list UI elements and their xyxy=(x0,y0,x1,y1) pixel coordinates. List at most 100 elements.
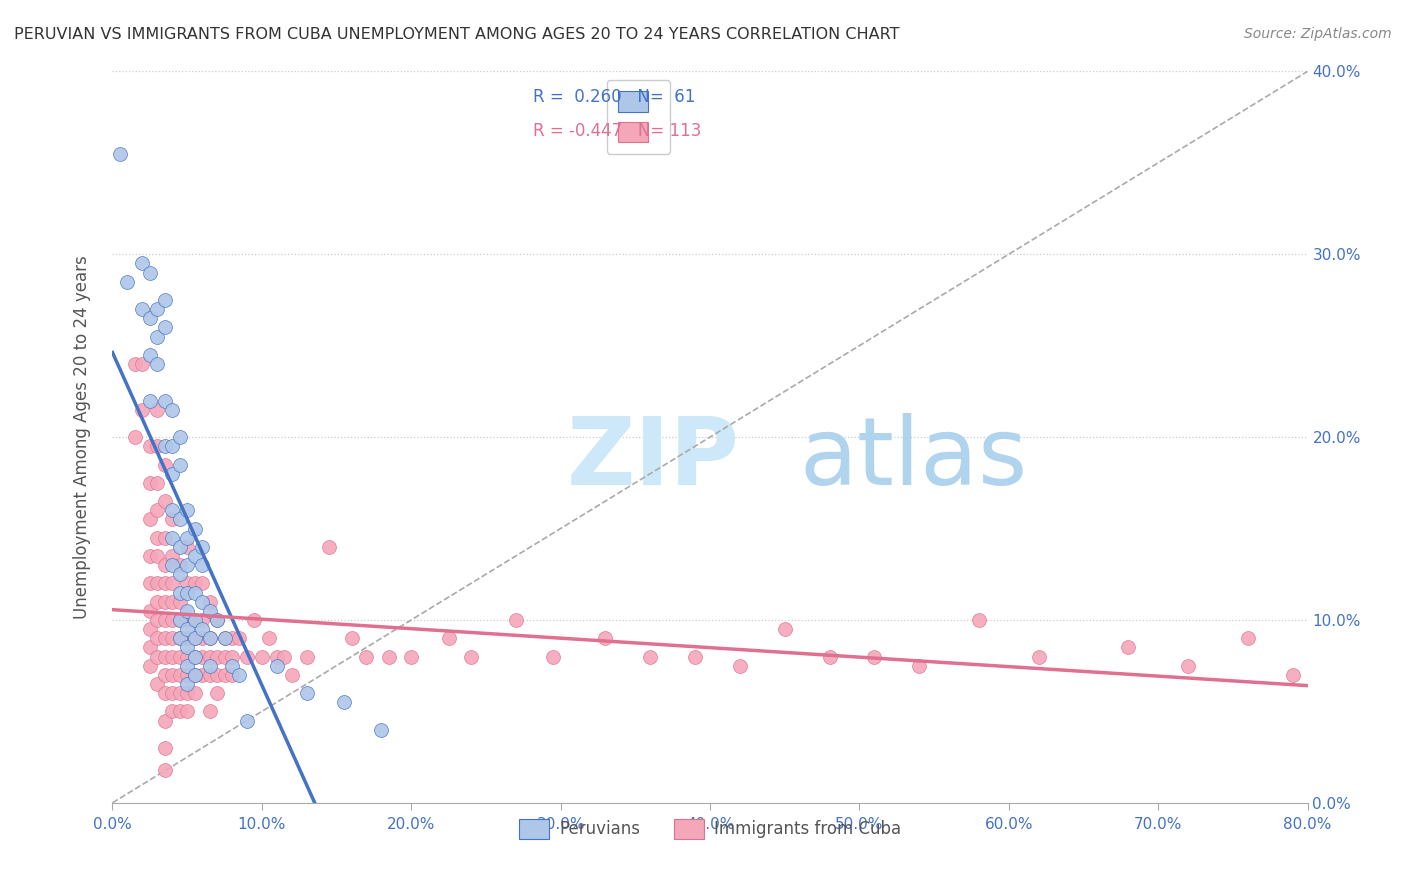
Point xyxy=(169,540,191,554)
Point xyxy=(162,632,183,646)
Point xyxy=(191,576,214,591)
Point xyxy=(176,540,198,554)
Point xyxy=(124,357,146,371)
Point xyxy=(236,649,259,664)
Point xyxy=(198,594,221,608)
Point xyxy=(153,613,176,627)
Point xyxy=(214,649,236,664)
Point xyxy=(146,594,169,608)
Point xyxy=(460,649,482,664)
Point xyxy=(176,531,198,545)
Point xyxy=(191,540,214,554)
Point xyxy=(139,604,162,618)
Point xyxy=(221,667,243,681)
Point xyxy=(131,256,153,270)
Point xyxy=(131,402,153,417)
Point xyxy=(378,649,401,664)
Point xyxy=(153,763,176,777)
Point xyxy=(595,632,617,646)
Point xyxy=(295,686,318,700)
Point xyxy=(640,649,662,664)
Point xyxy=(117,275,139,289)
Point xyxy=(198,658,221,673)
Point xyxy=(221,649,243,664)
Point xyxy=(153,494,176,508)
Point xyxy=(153,714,176,728)
Point xyxy=(198,604,221,618)
Point xyxy=(169,512,191,526)
Point xyxy=(1118,640,1140,655)
Text: R =  0.260   N=  61: R = 0.260 N= 61 xyxy=(533,88,696,106)
Point xyxy=(176,585,198,599)
Text: ZIP: ZIP xyxy=(567,413,740,505)
Point xyxy=(146,632,169,646)
Point xyxy=(295,649,318,664)
Point xyxy=(153,632,176,646)
Point xyxy=(228,632,250,646)
Point xyxy=(176,649,198,664)
Point xyxy=(176,576,198,591)
Point xyxy=(124,430,146,444)
Point xyxy=(169,632,191,646)
Point xyxy=(169,430,191,444)
Point xyxy=(333,695,356,709)
Point xyxy=(139,549,162,563)
Point xyxy=(401,649,423,664)
Point xyxy=(214,632,236,646)
Point xyxy=(214,667,236,681)
Text: atlas: atlas xyxy=(800,413,1028,505)
Point xyxy=(162,512,183,526)
Text: Source: ZipAtlas.com: Source: ZipAtlas.com xyxy=(1244,27,1392,41)
Legend: Peruvians, Immigrants from Cuba: Peruvians, Immigrants from Cuba xyxy=(513,812,907,846)
Point xyxy=(139,393,162,408)
Point xyxy=(176,686,198,700)
Point xyxy=(146,402,169,417)
Point xyxy=(541,649,564,664)
Point xyxy=(131,301,153,317)
Point xyxy=(146,649,169,664)
Point xyxy=(146,301,169,317)
Point xyxy=(162,402,183,417)
Point xyxy=(183,613,205,627)
Point xyxy=(153,293,176,307)
Point xyxy=(162,613,183,627)
Point xyxy=(250,649,273,664)
Point xyxy=(176,677,198,691)
Point xyxy=(169,649,191,664)
Point xyxy=(169,613,191,627)
Point xyxy=(198,632,221,646)
Point xyxy=(183,549,205,563)
Point xyxy=(146,439,169,453)
Point xyxy=(191,613,214,627)
Point xyxy=(683,649,706,664)
Point xyxy=(139,311,162,326)
Point xyxy=(183,632,205,646)
Point xyxy=(162,467,183,481)
Point xyxy=(198,705,221,719)
Point xyxy=(162,705,183,719)
Point xyxy=(773,622,796,636)
Point xyxy=(437,632,460,646)
Point xyxy=(183,521,205,535)
Point xyxy=(356,649,378,664)
Point xyxy=(153,686,176,700)
Point xyxy=(183,649,205,664)
Point xyxy=(139,512,162,526)
Point xyxy=(191,649,214,664)
Point xyxy=(183,613,205,627)
Point xyxy=(221,632,243,646)
Point xyxy=(146,549,169,563)
Point xyxy=(162,503,183,517)
Point xyxy=(266,658,288,673)
Point xyxy=(146,677,169,691)
Point xyxy=(153,594,176,608)
Point xyxy=(818,649,841,664)
Point xyxy=(146,329,169,343)
Point xyxy=(318,540,340,554)
Point xyxy=(281,667,304,681)
Point xyxy=(370,723,392,737)
Point xyxy=(183,667,205,681)
Point xyxy=(183,576,205,591)
Point xyxy=(139,439,162,453)
Point xyxy=(176,558,198,573)
